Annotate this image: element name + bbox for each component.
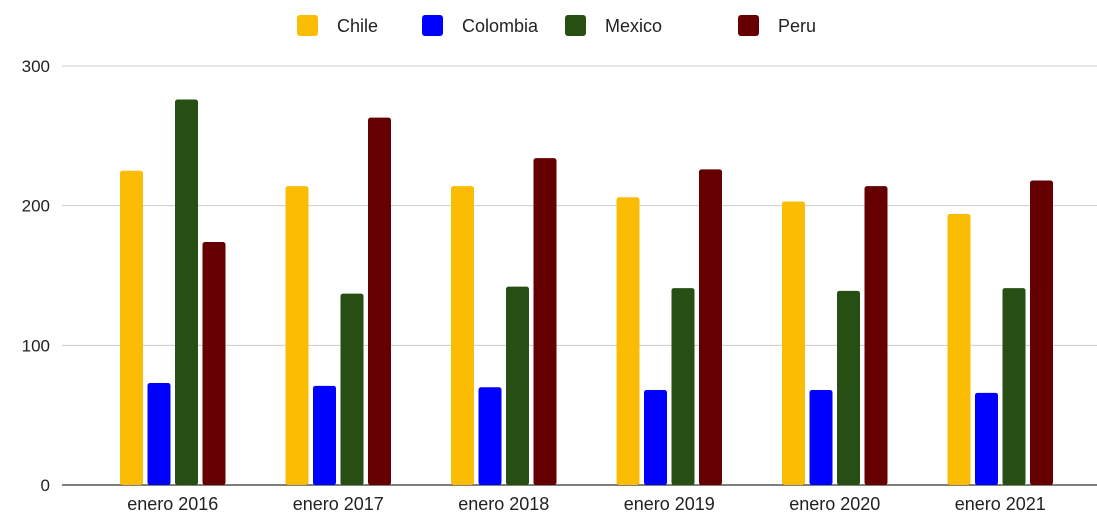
bar-colombia-1 [313,385,336,485]
bar-chile-1 [285,186,309,485]
bar-mexico-1 [340,293,364,485]
bar-peru-2 [533,158,557,485]
bar-peru-1 [368,117,391,485]
x-tick-label: enero 2018 [458,494,549,514]
legend-swatch-mexico [565,15,586,36]
bar-colombia-4 [809,390,833,485]
legend: Chile Colombia Mexico Peru [297,15,816,36]
legend-swatch-chile [297,15,318,36]
bar-chile-0 [120,170,143,485]
bar-mexico-2 [506,286,529,485]
bar-chile-4 [782,201,805,485]
y-tick-label: 300 [22,57,50,76]
legend-label-mexico: Mexico [605,16,662,36]
y-tick-label: 100 [22,336,50,355]
x-axis: enero 2016 enero 2017 enero 2018 enero 2019… [127,494,1046,514]
bar-colombia-0 [147,383,171,485]
bar-mexico-4 [837,290,860,485]
bar-colombia-3 [644,390,667,485]
bar-chile-2 [451,186,474,485]
bar-colombia-2 [478,387,502,485]
legend-label-peru: Peru [778,16,816,36]
bar-peru-3 [699,169,722,485]
bar-mexico-3 [671,288,695,485]
bar-peru-5 [1030,180,1053,485]
bar-mexico-5 [1002,288,1026,485]
x-tick-label: enero 2021 [955,494,1046,514]
grid: 0 100 200 300 [22,57,1097,495]
bar-peru-0 [202,241,226,485]
bar-mexico-0 [175,99,198,486]
y-tick-label: 200 [22,197,50,216]
bar-peru-4 [864,186,888,485]
x-tick-label: enero 2017 [293,494,384,514]
bar-colombia-5 [975,392,998,485]
legend-label-chile: Chile [337,16,378,36]
bar-chile-5 [947,214,971,485]
x-tick-label: enero 2020 [789,494,880,514]
y-tick-label: 0 [41,476,50,495]
legend-swatch-peru [738,15,759,36]
bar-chile-3 [616,197,640,485]
legend-label-colombia: Colombia [462,16,539,36]
legend-swatch-colombia [422,15,443,36]
bars [120,99,1053,486]
x-tick-label: enero 2016 [127,494,218,514]
x-tick-label: enero 2019 [624,494,715,514]
